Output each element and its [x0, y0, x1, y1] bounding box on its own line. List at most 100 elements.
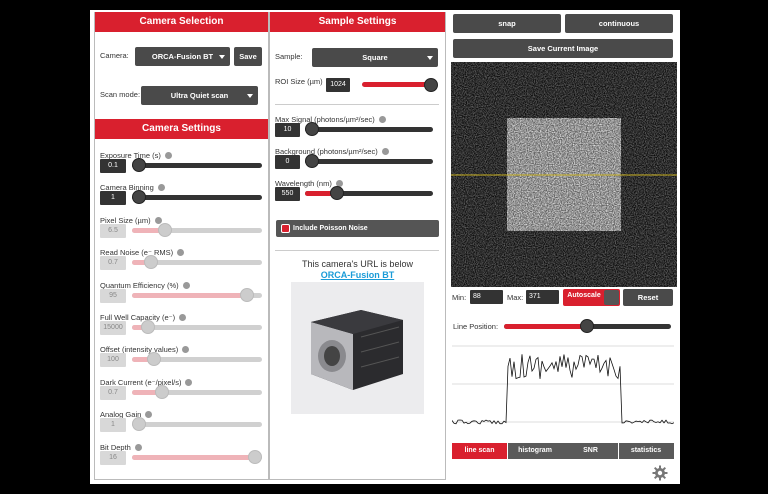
slider-label: Analog Gain: [100, 410, 142, 420]
slider-value[interactable]: 1: [100, 191, 126, 206]
slider-track: [132, 227, 262, 233]
slider-label: Exposure Time (s): [100, 151, 161, 160]
slider-thumb[interactable]: [330, 186, 345, 200]
tab[interactable]: SNR: [563, 443, 618, 459]
slider-track: [305, 191, 433, 196]
slider-track: [132, 389, 262, 395]
fin: [360, 341, 400, 353]
slider-value[interactable]: 0.1: [100, 159, 126, 173]
slider-track: [132, 357, 262, 363]
camera-photo: [291, 282, 424, 414]
panel-header: Camera Settings: [95, 119, 268, 139]
slider-track: [132, 260, 262, 266]
panel-header: Camera Selection: [95, 12, 268, 32]
divider: [275, 250, 439, 251]
slider-thumb: [147, 352, 162, 367]
slider-label: Bit Depth: [100, 442, 131, 452]
slider-value: 100: [100, 353, 126, 368]
slider-thumb: [155, 384, 170, 399]
max-input[interactable]: 371: [526, 290, 559, 304]
info-icon[interactable]: [378, 116, 386, 123]
slider-label: Wavelength (nm): [275, 179, 332, 188]
poisson-toggle[interactable]: [276, 220, 439, 237]
info-icon[interactable]: [182, 281, 190, 289]
info-icon[interactable]: [182, 346, 190, 354]
min-input[interactable]: 88: [470, 290, 503, 304]
slider-fill: [132, 260, 151, 266]
info-icon[interactable]: [185, 378, 193, 386]
save-button[interactable]: Save: [234, 47, 262, 66]
slider-label: Pixel Size (µm): [100, 215, 151, 225]
sample-dropdown[interactable]: Square: [312, 48, 438, 67]
panel-header: Sample Settings: [270, 12, 445, 32]
slider-fill: [132, 325, 149, 330]
slider-label: Read Noise (e⁻ RMS): [100, 248, 174, 258]
url-link[interactable]: ORCA-Fusion BT: [320, 270, 395, 280]
scan-mode-label: Scan mode:: [100, 90, 141, 99]
slider-label: Quantum Efficiency (%): [100, 280, 179, 290]
scan-mode-dropdown[interactable]: Ultra Quiet scan: [141, 86, 258, 105]
slider-value: 0.7: [100, 256, 126, 271]
info-icon[interactable]: [134, 443, 142, 451]
roi-value[interactable]: 1024: [326, 78, 350, 92]
slider-thumb[interactable]: [132, 190, 146, 205]
save-image-button[interactable]: Save Current Image: [453, 39, 673, 58]
camera-dropdown[interactable]: ORCA-Fusion BT: [135, 47, 230, 66]
continuous-button[interactable]: continuous: [565, 14, 673, 33]
slider-thumb: [132, 417, 146, 432]
slider-thumb[interactable]: [132, 158, 146, 172]
line-profile: [452, 345, 674, 425]
info-icon[interactable]: [177, 249, 185, 257]
slider-value[interactable]: 0: [275, 155, 300, 169]
info-icon[interactable]: [145, 411, 153, 419]
slider-thumb[interactable]: [424, 78, 438, 92]
slider-track: [305, 159, 433, 164]
slider-thumb: [248, 449, 262, 464]
profile-line: [452, 354, 674, 425]
slider-label: Offset (intensity values): [100, 345, 179, 355]
roi-label: ROI Size (µm): [275, 77, 323, 86]
slider-label: Camera Binning: [100, 183, 154, 193]
slider-fill: [305, 191, 338, 196]
line-position-label: Line Position:: [453, 322, 499, 331]
toggle-knob: [604, 290, 619, 305]
snap-button[interactable]: snap: [453, 14, 561, 33]
slider-thumb[interactable]: [305, 122, 319, 136]
slider-label: Max Signal (photons/µm²/sec): [275, 115, 375, 124]
slider-thumb: [141, 320, 156, 334]
tab[interactable]: statistics: [618, 443, 674, 459]
tab[interactable]: histogram: [507, 443, 563, 459]
info-icon[interactable]: [335, 180, 343, 187]
max-label: Max:: [507, 293, 524, 302]
info-icon[interactable]: [381, 148, 389, 155]
info-icon[interactable]: [154, 216, 162, 224]
fin: [360, 356, 400, 368]
slider-fill: [132, 454, 255, 460]
slider-value: 1: [100, 418, 126, 433]
slider-track: [132, 325, 262, 330]
slider-value[interactable]: 10: [275, 123, 300, 137]
camera-image: [451, 62, 677, 287]
info-icon[interactable]: [164, 152, 172, 159]
reset-button[interactable]: Reset: [623, 289, 673, 306]
slider-thumb: [239, 287, 254, 302]
slider-value[interactable]: 550: [275, 187, 300, 201]
settings-icon[interactable]: [652, 465, 668, 481]
info-icon[interactable]: [179, 314, 187, 321]
slider-fill: [132, 227, 165, 233]
info-icon[interactable]: [157, 184, 165, 192]
checkbox-label: Include Poisson Noise: [293, 225, 368, 232]
tab[interactable]: line scan: [452, 443, 507, 459]
checkbox[interactable]: [281, 224, 290, 233]
divider: [275, 104, 439, 105]
slider-track: [132, 195, 262, 201]
lens: [324, 346, 340, 366]
slider-thumb[interactable]: [580, 319, 594, 333]
plot-grid: [452, 345, 674, 423]
slider-thumb: [157, 222, 172, 237]
camera-top: [311, 310, 403, 334]
slider-fill: [504, 324, 588, 329]
slider-thumb[interactable]: [305, 154, 319, 168]
slider-track: [132, 163, 262, 168]
slider-value: 15000: [100, 321, 126, 335]
